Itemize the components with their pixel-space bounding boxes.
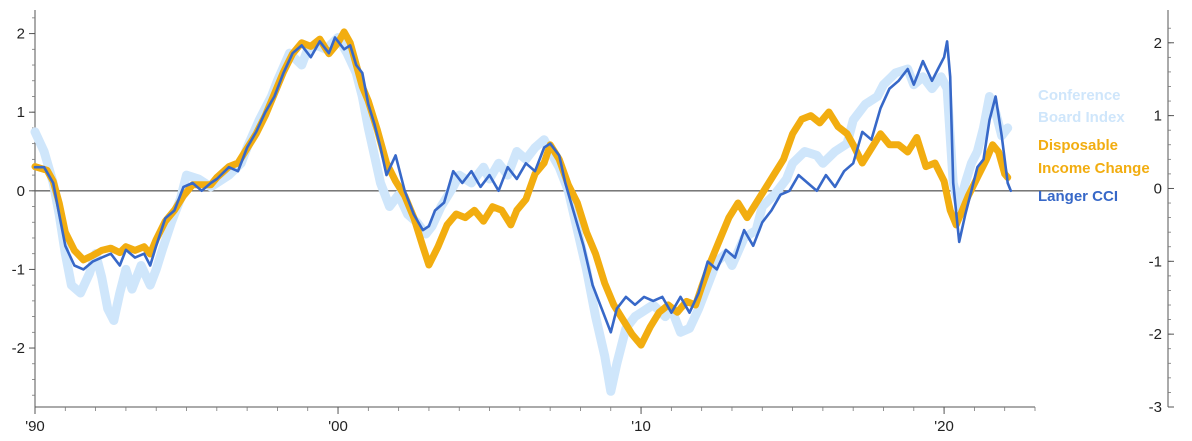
left-y-tick-label: -1	[12, 261, 25, 278]
right-y-tick-label: 1	[1154, 108, 1162, 125]
legend-disposable-income-change: Disposable	[1038, 137, 1118, 154]
legend-disposable-income-change: Income Change	[1038, 160, 1150, 177]
right-y-tick-label: -2	[1149, 326, 1162, 343]
right-y-tick-label: -3	[1149, 399, 1162, 416]
left-y-tick-label: 1	[17, 104, 25, 121]
x-tick-label: '00	[328, 418, 348, 435]
legend-conference-board-index: Board Index	[1038, 109, 1125, 126]
left-y-ticks: 2 1 0 -1 -2	[12, 26, 35, 357]
x-tick-label: '90	[25, 418, 45, 435]
series-lines	[30, 28, 1013, 396]
x-ticks: '90 '00 '10 '20	[25, 407, 954, 435]
left-y-tick-label: 0	[17, 183, 25, 200]
legend-conference-board-index: Conference	[1038, 87, 1121, 104]
conference-board-index-line	[30, 33, 1013, 396]
legend: Conference Board Index Disposable Income Ch…	[1038, 87, 1150, 205]
x-tick-label: '10	[631, 418, 651, 435]
right-y-ticks: 2 1 0 -1 -2 -3	[1149, 35, 1174, 416]
right-y-tick-label: 2	[1154, 35, 1162, 52]
legend-langer-cci: Langer CCI	[1038, 188, 1118, 205]
right-y-tick-label: 0	[1154, 180, 1162, 197]
right-y-tick-label: -1	[1149, 253, 1162, 270]
left-y-tick-label: -2	[12, 340, 25, 357]
langer-cci-line	[33, 36, 1013, 334]
left-y-tick-label: 2	[17, 26, 25, 43]
x-tick-label: '20	[934, 418, 954, 435]
